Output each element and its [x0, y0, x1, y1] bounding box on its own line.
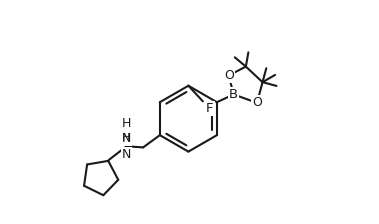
Text: B: B: [229, 88, 238, 101]
Text: O: O: [252, 96, 262, 109]
Text: H
N: H N: [122, 116, 131, 144]
Text: H: H: [122, 133, 131, 143]
Text: N: N: [122, 148, 131, 161]
Text: F: F: [206, 102, 214, 115]
Text: O: O: [224, 69, 234, 82]
